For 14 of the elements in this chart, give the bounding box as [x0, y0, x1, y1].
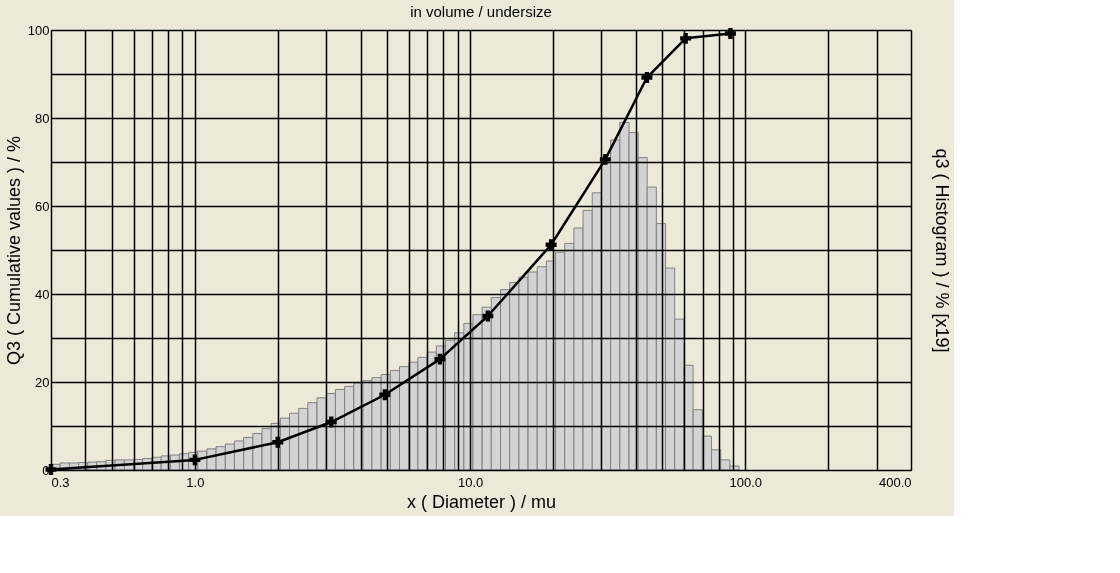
- y2-axis-title: q3 ( Histogram ) / % [x19]: [931, 148, 952, 353]
- x-tick-label: 100.0: [729, 474, 763, 490]
- y-tick-label: 40: [35, 286, 50, 302]
- y-tick-label: 80: [35, 110, 50, 126]
- y-tick-label: 20: [35, 374, 50, 390]
- y-tick-label: 100: [27, 22, 50, 38]
- x-tick-label: 400.0: [878, 474, 912, 490]
- y-tick-label: 60: [35, 198, 50, 214]
- x-axis-title: x ( Diameter ) / mu: [406, 491, 557, 512]
- y-axis-title: Q3 ( Cumulative values ) / %: [3, 135, 24, 366]
- chart-title: in volume / undersize: [410, 3, 552, 20]
- x-tick-label: 10.0: [457, 474, 484, 490]
- x-tick-label: 0.3: [51, 474, 70, 490]
- x-tick-label: 1.0: [186, 474, 205, 490]
